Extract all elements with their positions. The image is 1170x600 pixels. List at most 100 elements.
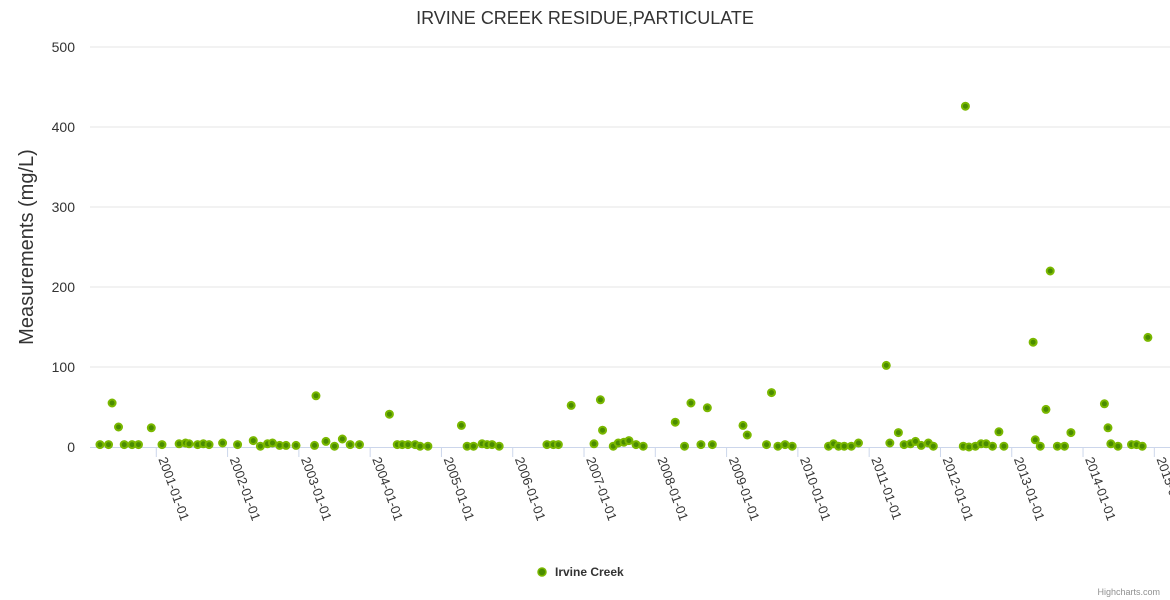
data-point[interactable]: [321, 436, 331, 446]
y-tick-label: 500: [52, 39, 76, 55]
data-point[interactable]: [354, 440, 364, 450]
data-point[interactable]: [767, 388, 777, 398]
data-point[interactable]: [893, 428, 903, 438]
data-point[interactable]: [1066, 428, 1076, 438]
data-point[interactable]: [773, 441, 783, 451]
data-point[interactable]: [686, 398, 696, 408]
data-point[interactable]: [1030, 435, 1040, 445]
data-point[interactable]: [702, 403, 712, 413]
data-point[interactable]: [1143, 332, 1153, 342]
data-point[interactable]: [553, 440, 563, 450]
x-axis: 2001-01-01 2002-01-01 2003-01-01 2004-01-01…: [90, 447, 1170, 523]
data-point[interactable]: [487, 440, 497, 450]
data-point[interactable]: [994, 427, 1004, 437]
data-point[interactable]: [960, 101, 970, 111]
data-point[interactable]: [494, 441, 504, 451]
data-point[interactable]: [281, 440, 291, 450]
data-point[interactable]: [999, 441, 1009, 451]
data-point[interactable]: [738, 420, 748, 430]
data-point[interactable]: [1137, 441, 1147, 451]
data-point[interactable]: [248, 436, 258, 446]
x-tick-label: 2004-01-01: [369, 455, 406, 523]
data-point[interactable]: [119, 440, 129, 450]
data-point[interactable]: [1103, 423, 1113, 433]
data-point[interactable]: [787, 441, 797, 451]
data-point[interactable]: [204, 440, 214, 450]
x-tick-label: 2013-01-01: [1011, 455, 1048, 523]
data-point[interactable]: [403, 440, 413, 450]
data-point[interactable]: [291, 440, 301, 450]
data-point[interactable]: [885, 438, 895, 448]
data-point[interactable]: [311, 391, 321, 401]
data-point[interactable]: [670, 417, 680, 427]
data-point[interactable]: [337, 434, 347, 444]
data-point[interactable]: [456, 420, 466, 430]
data-point[interactable]: [469, 441, 479, 451]
data-point[interactable]: [911, 436, 921, 446]
data-point[interactable]: [881, 360, 891, 370]
data-point[interactable]: [267, 438, 277, 448]
y-axis-title: Measurements (mg/L): [16, 149, 38, 345]
data-point[interactable]: [330, 441, 340, 451]
x-tick-label: 2008-01-01: [654, 455, 691, 523]
data-point[interactable]: [638, 441, 648, 451]
data-point[interactable]: [133, 440, 143, 450]
x-tick-label: 2007-01-01: [583, 455, 620, 523]
data-point[interactable]: [707, 440, 717, 450]
data-point[interactable]: [1028, 337, 1038, 347]
data-point[interactable]: [839, 441, 849, 451]
data-point[interactable]: [1106, 439, 1116, 449]
data-point[interactable]: [114, 422, 124, 432]
x-tick-label: 2001-01-01: [155, 455, 192, 523]
x-tick-label: 2002-01-01: [227, 455, 264, 523]
data-point[interactable]: [184, 439, 194, 449]
y-tick-label: 100: [52, 359, 76, 375]
data-point[interactable]: [1035, 441, 1045, 451]
x-tick-label: 2015-01-01: [1153, 455, 1170, 523]
data-point[interactable]: [384, 409, 394, 419]
data-point[interactable]: [598, 425, 608, 435]
data-point[interactable]: [415, 441, 425, 451]
data-point[interactable]: [95, 440, 105, 450]
data-point[interactable]: [696, 440, 706, 450]
data-point[interactable]: [1059, 441, 1069, 451]
legend-label: Irvine Creek: [555, 565, 624, 579]
data-point[interactable]: [589, 439, 599, 449]
data-points: [95, 101, 1153, 452]
highcharts-credit[interactable]: Highcharts.com: [1097, 587, 1160, 597]
data-point[interactable]: [1052, 441, 1062, 451]
data-point[interactable]: [916, 440, 926, 450]
data-point[interactable]: [255, 441, 265, 451]
data-point[interactable]: [1099, 399, 1109, 409]
y-tick-label: 400: [52, 119, 76, 135]
data-point[interactable]: [853, 438, 863, 448]
data-point[interactable]: [780, 440, 790, 450]
data-point[interactable]: [742, 430, 752, 440]
data-point[interactable]: [233, 440, 243, 450]
data-point[interactable]: [680, 441, 690, 451]
data-point[interactable]: [631, 440, 641, 450]
data-point[interactable]: [846, 441, 856, 451]
data-point[interactable]: [595, 395, 605, 405]
data-point[interactable]: [218, 438, 228, 448]
data-point[interactable]: [157, 440, 167, 450]
chart-title: IRVINE CREEK RESIDUE,PARTICULATE: [416, 8, 754, 28]
data-point[interactable]: [1045, 266, 1055, 276]
data-point[interactable]: [423, 441, 433, 451]
data-point[interactable]: [928, 441, 938, 451]
data-point[interactable]: [1113, 441, 1123, 451]
data-point[interactable]: [107, 398, 117, 408]
data-point[interactable]: [146, 423, 156, 433]
data-point[interactable]: [104, 440, 114, 450]
data-point[interactable]: [310, 440, 320, 450]
data-point[interactable]: [1041, 404, 1051, 414]
data-point[interactable]: [987, 441, 997, 451]
data-point[interactable]: [762, 440, 772, 450]
data-point[interactable]: [624, 436, 634, 446]
data-point[interactable]: [566, 400, 576, 410]
grid-lines: [90, 46, 1170, 368]
data-point[interactable]: [345, 440, 355, 450]
legend-item-irvine-creek[interactable]: Irvine Creek: [537, 565, 624, 579]
y-tick-label: 300: [52, 199, 76, 215]
